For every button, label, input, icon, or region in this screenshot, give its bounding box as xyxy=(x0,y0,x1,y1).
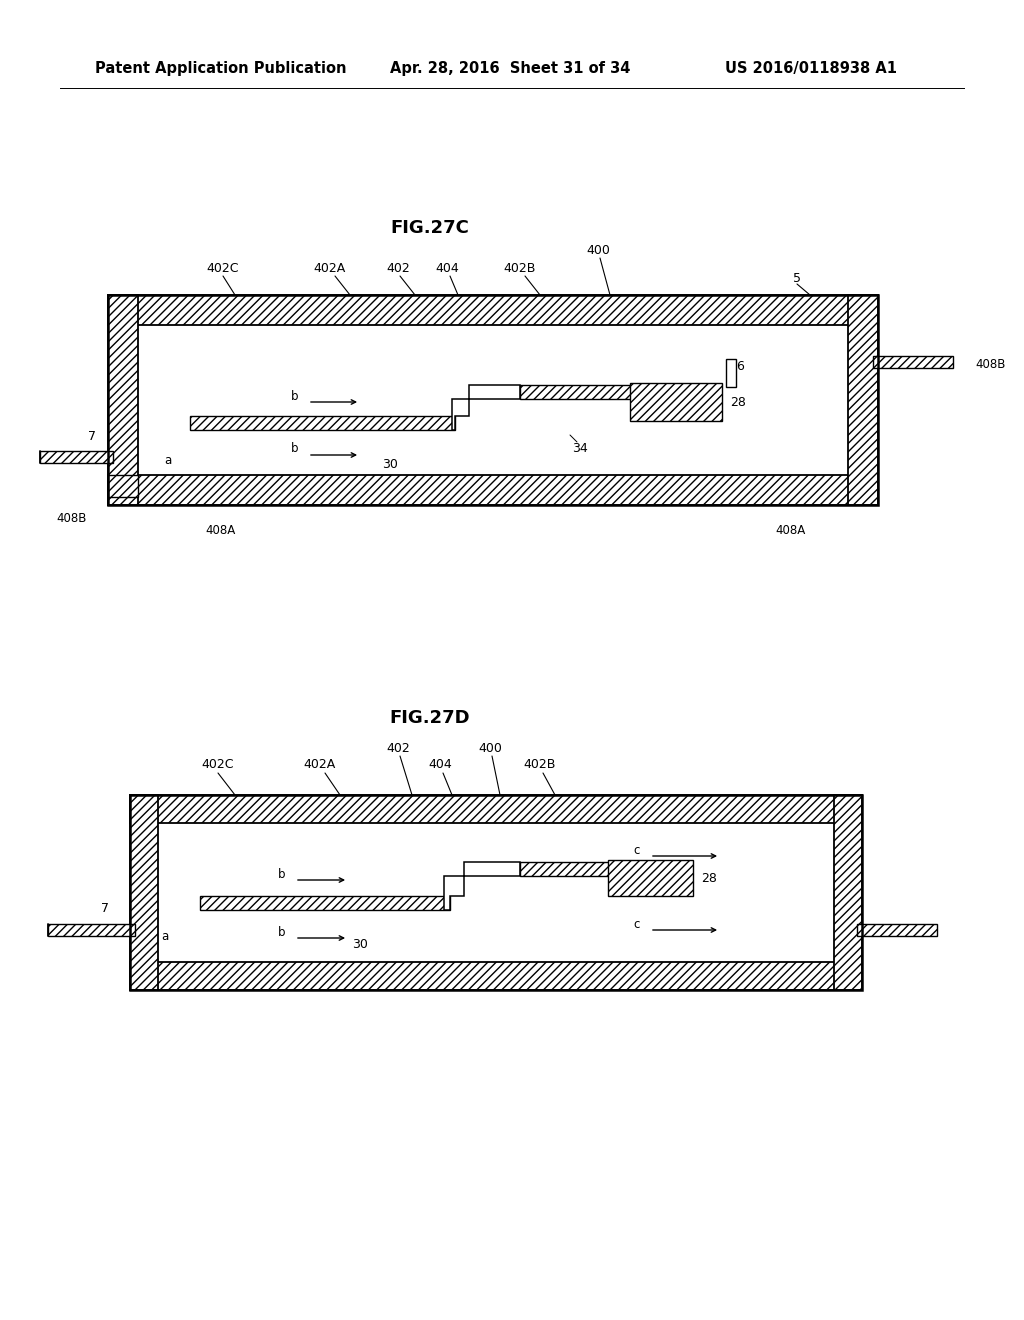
Text: b: b xyxy=(291,389,298,403)
Text: 7: 7 xyxy=(88,430,96,444)
Text: 28: 28 xyxy=(701,871,717,884)
Bar xyxy=(138,325,848,475)
Bar xyxy=(130,795,158,990)
Bar xyxy=(848,294,878,506)
Text: 402B: 402B xyxy=(504,261,537,275)
Text: b: b xyxy=(278,925,285,939)
Text: 30: 30 xyxy=(382,458,398,471)
Text: 402B: 402B xyxy=(524,759,556,771)
Bar xyxy=(158,822,834,962)
Bar xyxy=(108,475,138,498)
Text: 404: 404 xyxy=(435,261,459,275)
Bar xyxy=(108,294,878,325)
Text: 5: 5 xyxy=(793,272,801,285)
Text: 402A: 402A xyxy=(304,759,336,771)
Text: 34: 34 xyxy=(572,441,588,454)
Text: 408A: 408A xyxy=(205,524,236,537)
Text: 404: 404 xyxy=(428,759,452,771)
Text: Apr. 28, 2016  Sheet 31 of 34: Apr. 28, 2016 Sheet 31 of 34 xyxy=(390,61,631,75)
Text: b: b xyxy=(278,867,285,880)
Bar xyxy=(630,383,722,421)
Text: 6: 6 xyxy=(736,360,744,374)
Bar xyxy=(834,795,862,990)
Text: 402: 402 xyxy=(386,742,410,755)
Text: 402A: 402A xyxy=(314,261,346,275)
Text: 402C: 402C xyxy=(202,759,234,771)
Text: FIG.27C: FIG.27C xyxy=(390,219,469,238)
Bar xyxy=(520,385,640,399)
Text: FIG.27D: FIG.27D xyxy=(390,709,470,727)
Bar xyxy=(130,962,862,990)
Bar xyxy=(520,862,620,876)
Bar xyxy=(108,475,878,506)
Text: b: b xyxy=(291,442,298,455)
Bar xyxy=(608,861,693,896)
Text: US 2016/0118938 A1: US 2016/0118938 A1 xyxy=(725,61,897,75)
Text: c: c xyxy=(634,843,640,857)
Bar xyxy=(130,795,862,990)
Text: 402: 402 xyxy=(386,261,410,275)
Bar xyxy=(130,795,862,822)
Polygon shape xyxy=(452,385,520,430)
Text: 408A: 408A xyxy=(775,524,805,537)
Bar xyxy=(857,924,937,936)
Bar xyxy=(873,356,953,368)
Bar xyxy=(108,294,138,506)
Text: 408B: 408B xyxy=(975,358,1006,371)
Bar xyxy=(726,359,736,387)
Text: c: c xyxy=(634,917,640,931)
Text: 28: 28 xyxy=(730,396,745,408)
Bar xyxy=(48,924,135,936)
Text: 400: 400 xyxy=(478,742,502,755)
Text: 30: 30 xyxy=(352,939,368,952)
Text: a: a xyxy=(165,454,172,466)
Text: a: a xyxy=(162,929,169,942)
Bar xyxy=(200,896,450,909)
Text: 402C: 402C xyxy=(207,261,240,275)
Text: 408B: 408B xyxy=(56,512,87,525)
Text: Patent Application Publication: Patent Application Publication xyxy=(95,61,346,75)
Text: 400: 400 xyxy=(586,243,610,256)
Bar xyxy=(190,416,455,430)
Polygon shape xyxy=(444,862,520,909)
Text: 7: 7 xyxy=(101,902,109,915)
Bar xyxy=(40,451,113,463)
Bar xyxy=(108,294,878,506)
